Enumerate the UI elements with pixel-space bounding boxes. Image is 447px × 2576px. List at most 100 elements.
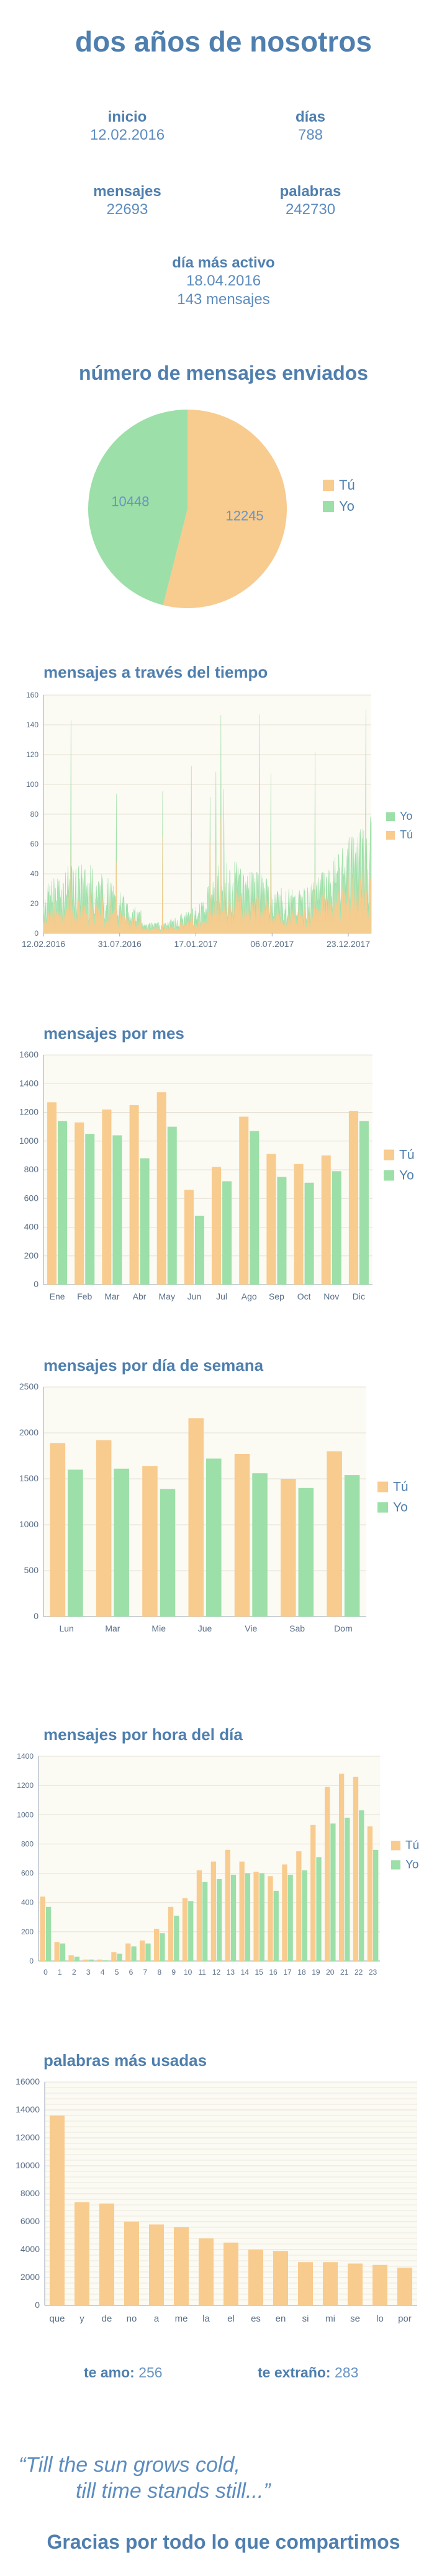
bar-tu: [184, 1190, 194, 1285]
x-tick-label: 06.07.2017: [250, 939, 294, 949]
y-tick-label: 0: [34, 929, 38, 938]
x-tick-label: 17.01.2017: [174, 939, 217, 949]
legend-label: Yo: [399, 1169, 414, 1183]
bar-word: [174, 2227, 189, 2305]
stat-inicio-label: inicio: [107, 109, 147, 125]
stat-inicio: inicio 12.02.2016: [47, 109, 208, 145]
pie-chart: 12245 10448 Tú Yo: [88, 410, 355, 608]
bar-yo: [112, 1135, 122, 1285]
x-tick-label: de: [102, 2313, 112, 2324]
bar-yo: [245, 1873, 251, 1961]
bar-tu: [348, 1111, 358, 1285]
y-tick-label: 12000: [16, 2132, 40, 2142]
y-tick-label: 100: [26, 780, 38, 789]
y-tick-label: 1500: [19, 1473, 38, 1483]
keyword-te-amo-value: 256: [138, 2364, 163, 2381]
legend-label: Tú: [339, 477, 355, 493]
y-tick-label: 60: [30, 840, 39, 848]
bar-yo: [277, 1177, 287, 1285]
x-tick-label: 15: [255, 1968, 264, 1977]
x-tick-label: 20: [326, 1968, 335, 1977]
bar-yo: [160, 1489, 176, 1617]
stat-mensajes-value: 22693: [106, 201, 148, 218]
x-tick-label: Lun: [59, 1623, 73, 1633]
x-tick-label: por: [398, 2313, 412, 2324]
stat-inicio-value: 12.02.2016: [89, 127, 165, 143]
x-tick-label: Jul: [216, 1291, 227, 1301]
bar-yo: [145, 1943, 151, 1961]
y-tick-label: 200: [24, 1250, 39, 1260]
bar-tu: [188, 1418, 204, 1617]
x-tick-label: Dom: [334, 1623, 353, 1633]
legend-label: Tú: [405, 1839, 419, 1852]
bar-tu: [212, 1167, 222, 1285]
bar-yo: [85, 1134, 95, 1285]
bar-yo: [252, 1473, 268, 1617]
legend-label: Tú: [399, 1148, 415, 1162]
bar-yo: [102, 1960, 108, 1961]
bar-tu: [142, 1466, 158, 1617]
y-tick-label: 14000: [16, 2104, 40, 2114]
bar-word: [323, 2262, 338, 2305]
y-tick-label: 1000: [19, 1136, 38, 1146]
bar-yo: [167, 1126, 177, 1285]
weekday-chart: 0 500 1000 1500 2000 2500 Lun Mar Mie Jue Vie Sab Do…: [19, 1381, 409, 1633]
area-series-tu: [43, 817, 372, 934]
x-tick-label: 1: [58, 1968, 62, 1977]
x-tick-label: es: [251, 2313, 261, 2324]
bar-tu: [310, 1824, 316, 1961]
bar-word: [298, 2262, 313, 2305]
bar-yo: [273, 1890, 279, 1961]
bar-word: [397, 2268, 412, 2305]
monthly-chart: 0 200 400 600 800 1000 1200 1400 1600 Ene Feb Mar Ab…: [19, 1049, 415, 1301]
x-tick-label: 12.02.2016: [22, 939, 65, 949]
stat-dia-activo-label: día más activo: [172, 254, 275, 271]
quote-line-1: “Till the sun grows cold,: [19, 2453, 240, 2477]
x-tick-label: 13: [227, 1968, 235, 1977]
x-tick-label: si: [302, 2313, 309, 2324]
y-tick-label: 8000: [20, 2188, 40, 2198]
x-tick-label: May: [159, 1291, 175, 1301]
stat-palabras: palabras 242730: [230, 183, 391, 219]
bar-word: [248, 2250, 263, 2305]
bar-tu: [168, 1906, 174, 1961]
x-tick-label: Sep: [269, 1291, 284, 1301]
legend-swatch: [384, 1170, 394, 1181]
x-tick-label: 4: [101, 1968, 105, 1977]
x-tick-label: 22: [354, 1968, 363, 1977]
bar-yo: [194, 1216, 204, 1285]
bar-yo: [332, 1171, 341, 1285]
bar-yo: [160, 1933, 165, 1961]
pie-slice-label: 12245: [225, 508, 263, 524]
bar-word: [199, 2238, 214, 2305]
legend-swatch: [386, 831, 395, 840]
stat-mensajes: mensajes 22693: [47, 183, 208, 219]
thanks-message: Gracias por todo lo que compartimos: [47, 2531, 400, 2553]
plot-area: [43, 1387, 366, 1617]
x-tick-label: Oct: [297, 1291, 311, 1301]
y-tick-label: 0: [34, 1611, 38, 1621]
legend-label: Tú: [393, 1480, 409, 1494]
bar-tu: [68, 1955, 74, 1961]
bar-yo: [88, 1959, 94, 1961]
bar-tu: [327, 1451, 342, 1617]
bar-yo: [58, 1121, 68, 1285]
legend-swatch: [384, 1149, 394, 1160]
y-tick-label: 800: [24, 1164, 39, 1174]
bar-yo: [359, 1810, 364, 1961]
x-tick-label: 0: [43, 1968, 48, 1977]
y-tick-label: 200: [21, 1928, 34, 1936]
bar-yo: [202, 1882, 208, 1961]
bar-tu: [234, 1454, 250, 1617]
x-tick-label: Jun: [187, 1291, 202, 1301]
bar-yo: [45, 1906, 52, 1961]
x-tick-label: 3: [86, 1968, 91, 1977]
bar-tu: [111, 1952, 117, 1961]
monthly-chart-title: mensajes por mes: [43, 1024, 184, 1043]
y-tick-label: 40: [30, 869, 39, 878]
stat-dias-label: días: [295, 109, 326, 125]
legend-label: Tú: [400, 828, 413, 841]
bar-yo: [74, 1956, 80, 1961]
x-tick-label: lo: [376, 2313, 384, 2324]
y-tick-label: 2000: [19, 1427, 38, 1437]
